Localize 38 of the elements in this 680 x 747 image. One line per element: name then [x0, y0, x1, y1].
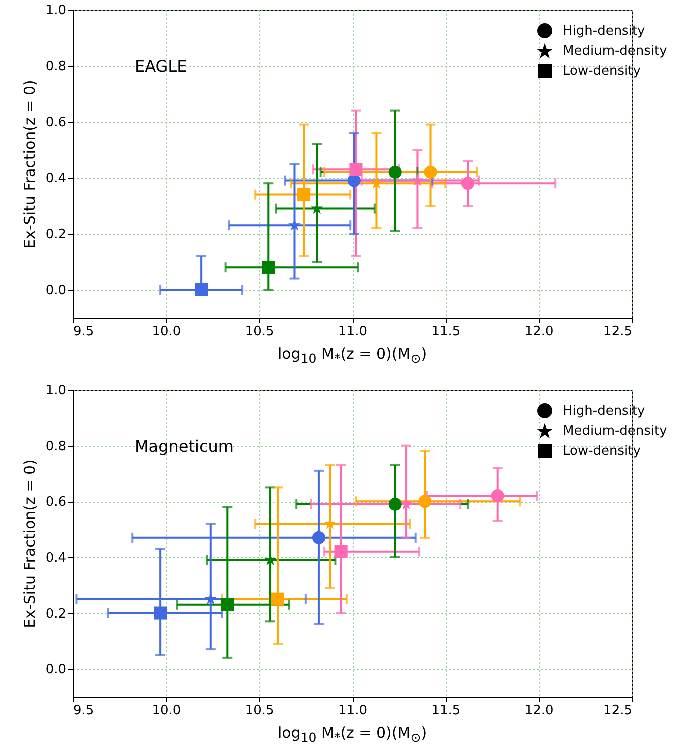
y-axis-title: Ex-Situ Fraction(z = 0)	[20, 460, 39, 628]
y-tick-label: 0.8	[46, 60, 66, 74]
x-tick-label: 9.5	[74, 324, 94, 340]
x-tick-label: 11.5	[432, 704, 461, 718]
y-tick-label: 1.0	[46, 4, 66, 18]
annotation: High-density	[563, 24, 646, 38]
x-tick-label: 10.5	[245, 704, 274, 718]
y-tick-label: 0.6	[46, 495, 66, 510]
y-tick-label: 0.4	[46, 550, 66, 566]
annotation: Low-density	[563, 64, 641, 78]
y-tick-label: 0.2	[46, 228, 66, 242]
x-tick-label: 12.5	[604, 324, 632, 340]
y-tick-label: 0.0	[46, 284, 66, 298]
annotation: Medium-density	[563, 44, 668, 58]
x-tick-label: 12.0	[524, 324, 554, 340]
x-tick-label: 11.5	[432, 324, 461, 340]
y-tick-label: 0.4	[46, 172, 66, 186]
y-tick-label: 0.0	[46, 662, 66, 678]
x-tick-label: 9.5	[74, 704, 94, 718]
y-tick-label: 0.8	[46, 439, 66, 454]
x-tick-label: 11.0	[338, 704, 368, 718]
annotation: High-density	[563, 404, 646, 418]
x-tick-label: 10.5	[245, 324, 274, 340]
annotation: Low-density	[563, 444, 641, 458]
y-tick-label: 0.6	[46, 116, 66, 130]
x-axis-title: log$_{10}$ M$_{*}$(z = 0)(M$_{⊙}$)	[278, 345, 428, 366]
x-tick-label: 10.0	[152, 704, 182, 718]
x-axis-title: log$_{10}$ M$_{*}$(z = 0)(M$_{⊙}$)	[278, 724, 428, 745]
y-axis-title: Ex-Situ Fraction(z = 0)	[20, 80, 39, 249]
x-tick-label: 11.0	[338, 324, 368, 340]
annotation: Magneticum	[135, 437, 234, 456]
x-tick-label: 12.5	[604, 704, 632, 718]
y-tick-label: 1.0	[46, 384, 66, 398]
x-tick-label: 12.0	[524, 704, 554, 718]
x-tick-label: 10.0	[152, 324, 182, 340]
y-tick-label: 0.2	[46, 606, 66, 622]
annotation: EAGLE	[135, 57, 188, 76]
annotation: Medium-density	[563, 424, 668, 438]
